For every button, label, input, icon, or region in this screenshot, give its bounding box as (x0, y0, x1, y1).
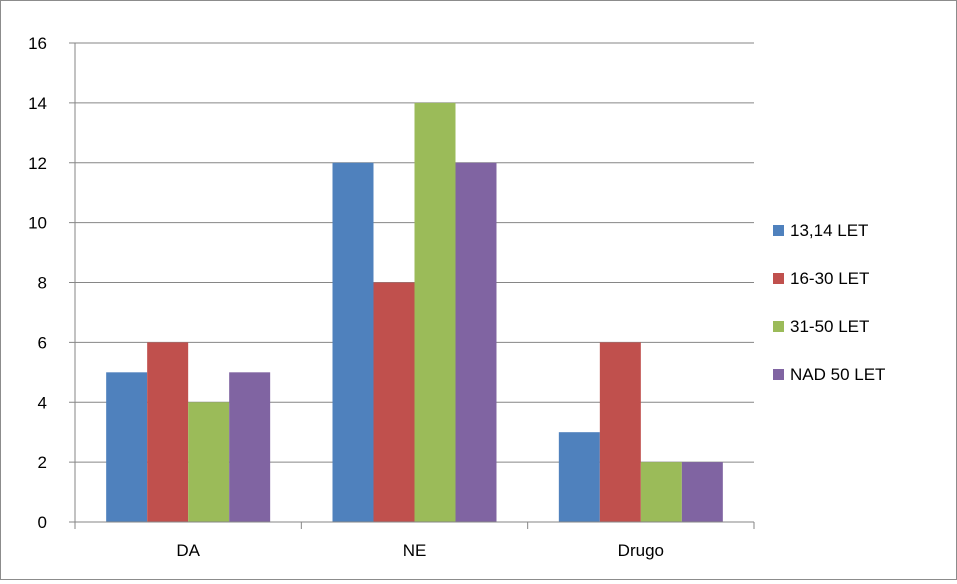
y-tick-label: 6 (38, 333, 47, 352)
legend-swatch (773, 225, 784, 236)
legend-label: 13,14 LET (790, 221, 868, 240)
y-tick-label: 4 (38, 393, 47, 412)
y-tick-label: 12 (28, 154, 47, 173)
bar (373, 282, 415, 522)
y-tick-label: 10 (28, 214, 47, 233)
legend-swatch (773, 321, 784, 332)
bars (106, 102, 723, 522)
bar (147, 342, 189, 522)
legend-label: NAD 50 LET (790, 365, 885, 384)
bar (681, 462, 723, 522)
legend-label: 16-30 LET (790, 269, 869, 288)
bar (332, 162, 374, 522)
legend-swatch (773, 273, 784, 284)
x-tick-label: NE (403, 541, 427, 560)
bar (640, 462, 682, 522)
y-axis-tick-labels: 0 2 4 6 8 10 12 14 16 (28, 34, 47, 532)
y-tick-label: 0 (38, 513, 47, 532)
y-tick-label: 8 (38, 274, 47, 293)
y-tick-label: 2 (38, 453, 47, 472)
bar (229, 372, 271, 522)
x-tick-label: DA (176, 541, 200, 560)
y-tick-label: 16 (28, 34, 47, 53)
bar (558, 432, 600, 522)
y-tick-label: 14 (28, 94, 47, 113)
legend-label: 31-50 LET (790, 317, 869, 336)
x-tick-label: Drugo (618, 541, 664, 560)
axes (69, 42, 755, 529)
bar (106, 372, 148, 522)
bar (188, 402, 230, 522)
bar (414, 102, 456, 522)
x-axis-tick-labels: DA NE Drugo (176, 541, 664, 560)
legend-swatch (773, 369, 784, 380)
bar (599, 342, 641, 522)
legend: 13,14 LET 16-30 LET 31-50 LET NAD 50 LET (773, 221, 885, 384)
bar (455, 162, 497, 522)
